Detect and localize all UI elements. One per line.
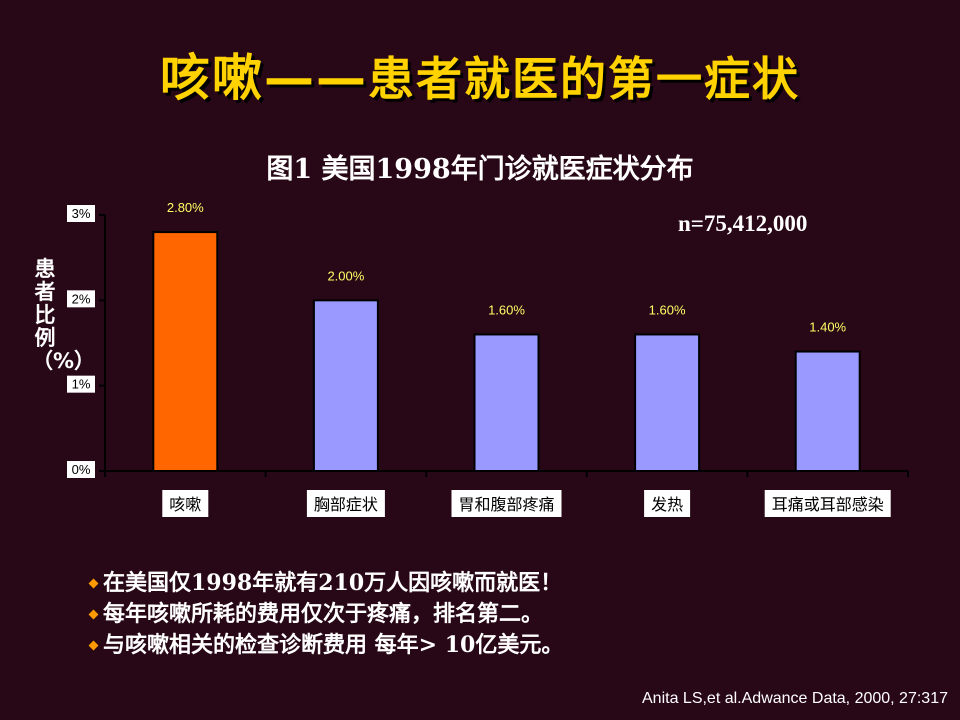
category-label: 胸部症状 <box>314 495 378 514</box>
bullet-item: 在美国仅1998年就有210万人因咳嗽而就医！ <box>88 568 563 599</box>
category-label-bg <box>764 490 891 517</box>
category-label-bg <box>451 490 562 517</box>
bar <box>312 299 379 473</box>
bar <box>473 333 540 473</box>
citation: Anita LS,et al.Adwance Data, 2000, 27:31… <box>642 690 948 707</box>
category-label: 咳嗽 <box>169 495 201 514</box>
diamond-bullet-icon <box>88 640 99 651</box>
bullet-text: 在美国仅1998年就有210万人因咳嗽而就医！ <box>103 570 563 596</box>
bar-value-label: 2.80% <box>167 200 204 215</box>
bullet-item: 每年咳嗽所耗的费用仅次于疼痛，排名第二。 <box>88 599 563 630</box>
y-tick-label: 2% <box>72 291 91 306</box>
y-tick-label: 0% <box>72 462 91 477</box>
bar <box>152 231 219 472</box>
category-label-bg <box>306 490 385 517</box>
slide-title: 咳嗽——患者就医的第一症状 <box>0 38 960 110</box>
bar <box>794 350 861 472</box>
title-main: 咳嗽—— <box>160 49 368 107</box>
y-tick-label-bg <box>67 375 95 393</box>
category-label-bg <box>644 490 691 517</box>
bar-value-label: 1.60% <box>649 302 686 317</box>
category-label: 胃和腹部疼痛 <box>458 495 554 514</box>
title-sub: 患者就医的第一症状 <box>368 52 800 106</box>
diamond-bullet-icon <box>88 578 99 589</box>
category-label: 耳痛或耳部感染 <box>772 495 884 514</box>
sample-size: n=75,412,000 <box>678 211 808 236</box>
category-label-bg <box>162 490 209 517</box>
y-tick-label: 3% <box>72 206 91 221</box>
bar-value-label: 1.40% <box>809 320 846 335</box>
bullet-list: 在美国仅1998年就有210万人因咳嗽而就医！ 每年咳嗽所耗的费用仅次于疼痛，排… <box>88 568 564 661</box>
y-tick-label-bg <box>67 461 95 478</box>
diamond-bullet-icon <box>88 609 99 620</box>
chart-title: 图1 美国1998年门诊就医症状分布 <box>266 154 694 185</box>
bullet-text: 每年咳嗽所耗的费用仅次于疼痛，排名第二。 <box>103 601 544 627</box>
category-label: 发热 <box>651 495 683 514</box>
bar-value-label: 2.00% <box>327 268 364 283</box>
y-tick-label-bg <box>67 290 95 308</box>
y-tick-label: 1% <box>72 377 91 392</box>
bullet-item: 与咳嗽相关的检查诊断费用 每年> 10亿美元。 <box>88 630 564 661</box>
bar-value-label: 1.60% <box>488 302 525 317</box>
bullet-text: 与咳嗽相关的检查诊断费用 每年> 10亿美元。 <box>103 632 564 658</box>
bar <box>634 333 701 473</box>
y-tick-label-bg <box>67 205 95 222</box>
